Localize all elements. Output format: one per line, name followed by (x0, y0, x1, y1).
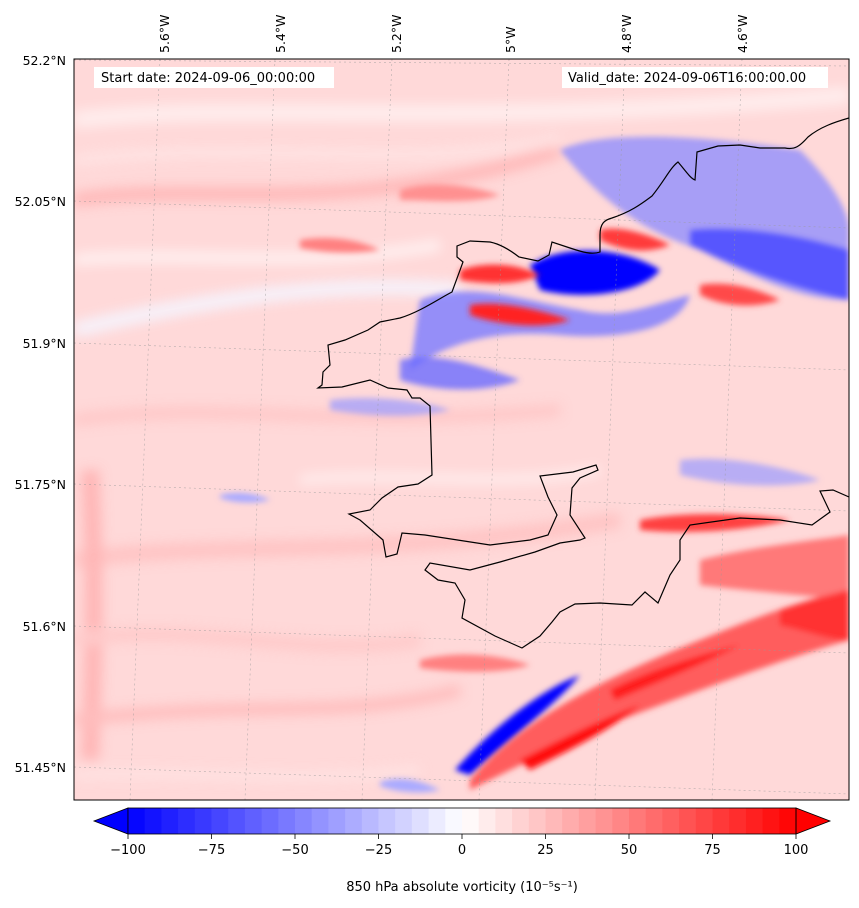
colorbar-segment (194, 808, 213, 834)
colorbar-segment (695, 808, 714, 834)
colorbar-tick-label: 75 (704, 843, 721, 858)
positive-vorticity (300, 184, 849, 790)
colorbar-segments (128, 808, 797, 834)
lon-label: 5.6°W (157, 15, 172, 54)
colorbar-segment (395, 808, 413, 834)
colorbar-segment (512, 808, 530, 834)
colorbar-segment (779, 808, 797, 834)
colorbar-segment (295, 808, 313, 834)
coastline-north (316, 117, 849, 649)
background-texture (74, 86, 849, 782)
colorbar-segment (745, 808, 764, 834)
lat-label: 52.05°N (15, 194, 66, 209)
latitude-labels: 52.2°N 52.05°N 51.9°N 51.75°N 51.6°N 51.… (15, 53, 66, 775)
strong-negative-core (530, 250, 660, 295)
colorbar-tick-label: 50 (621, 843, 638, 858)
colorbar-segment (562, 808, 580, 834)
colorbar-tick-label: 0 (458, 843, 466, 858)
colorbar-segment (228, 808, 246, 834)
colorbar-segment (328, 808, 346, 834)
lat-label: 51.75°N (15, 477, 66, 492)
colorbar-ticks: −100 −75 −50 −25 0 25 50 75 100 (110, 834, 808, 858)
colorbar-segment (662, 808, 680, 834)
colorbar-segment (679, 808, 697, 834)
graticule (74, 59, 849, 800)
colorbar-segment (595, 808, 613, 834)
colorbar-segment (345, 808, 363, 834)
colorbar-segment (528, 808, 547, 834)
colorbar-segment (144, 808, 162, 834)
start-date-box: Start date: 2024-09-06_00:00:00 (94, 67, 334, 88)
lat-label: 51.9°N (23, 336, 66, 351)
map-frame (73, 58, 850, 801)
colorbar-segment (411, 808, 430, 834)
colorbar-segment (378, 808, 396, 834)
negative-streak-southwest (455, 675, 580, 775)
colorbar-tick-label: −100 (110, 843, 146, 858)
colorbar-segment (578, 808, 597, 834)
valid-date-box: Valid_date: 2024-09-06T16:00:00.00 (562, 67, 828, 88)
lat-label: 52.2°N (23, 53, 66, 68)
colorbar-low-extension (92, 807, 129, 835)
lon-label: 4.6°W (735, 15, 750, 54)
colorbar-segment (612, 808, 630, 834)
colorbar-segment (178, 808, 196, 834)
colorbar-tick-label: −75 (198, 843, 225, 858)
lon-label: 4.8°W (619, 15, 634, 54)
colorbar-segment (495, 808, 513, 834)
colorbar-segment (462, 808, 480, 834)
map-panel: Start date: 2024-09-06_00:00:00 Valid_da… (74, 59, 849, 800)
colorbar-segment (478, 808, 496, 834)
colorbar-segment (712, 808, 730, 834)
colorbar-high-extension (795, 807, 832, 835)
positive-band-southeast (700, 535, 849, 600)
colorbar-label: 850 hPa absolute vorticity (10⁻⁵s⁻¹) (346, 880, 578, 895)
valid-date-text: Valid_date: 2024-09-06T16:00:00.00 (568, 71, 806, 86)
lon-label: 5.2°W (389, 15, 404, 54)
colorbar-segment (545, 808, 563, 834)
colorbar-segment (762, 808, 780, 834)
negative-vorticity (220, 136, 849, 793)
colorbar-segment (729, 808, 747, 834)
colorbar-tick-label: −25 (365, 843, 392, 858)
lat-label: 51.6°N (23, 619, 66, 634)
colorbar-segment (244, 808, 263, 834)
colorbar-tick-label: −50 (281, 843, 308, 858)
colorbar-segment (361, 808, 380, 834)
colorbar-segment (261, 808, 279, 834)
colorbar: −100 −75 −50 −25 0 25 50 75 100 850 hPa absolute… (92, 807, 832, 895)
colorbar-segment (629, 808, 647, 834)
colorbar-segment (128, 808, 146, 834)
colorbar-segment (278, 808, 296, 834)
colorbar-segment (161, 808, 179, 834)
colorbar-segment (211, 808, 229, 834)
lat-label: 51.45°N (15, 760, 66, 775)
start-date-text: Start date: 2024-09-06_00:00:00 (101, 71, 315, 86)
colorbar-segment (428, 808, 446, 834)
colorbar-tick-label: 25 (537, 843, 554, 858)
colorbar-segment (645, 808, 663, 834)
colorbar-tick-label: 100 (784, 843, 809, 858)
lon-label: 5°W (503, 26, 518, 53)
longitude-labels: 5.6°W 5.4°W 5.2°W 5°W 4.8°W 4.6°W (157, 15, 750, 54)
coastline (316, 117, 849, 649)
colorbar-segment (445, 808, 463, 834)
lon-label: 5.4°W (273, 15, 288, 54)
colorbar-segment (311, 808, 329, 834)
